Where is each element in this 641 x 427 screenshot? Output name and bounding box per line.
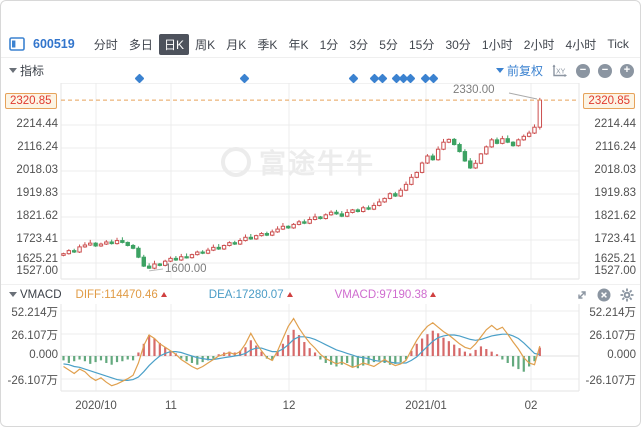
vmacd-axis-label: 52.214万 bbox=[589, 307, 636, 319]
price-axis-label: 2018.03 bbox=[16, 164, 58, 176]
tab-1小时[interactable]: 1小时 bbox=[481, 37, 513, 52]
low-price-annotation: 1600.00 bbox=[165, 263, 207, 275]
up-triangle-icon bbox=[430, 292, 437, 297]
price-axis-label: 2214.44 bbox=[594, 118, 636, 130]
tab-多日[interactable]: 多日 bbox=[128, 37, 153, 52]
tab-分时[interactable]: 分时 bbox=[93, 37, 118, 52]
vmacd-axis-label: 26.107万 bbox=[589, 330, 636, 342]
zoom-out-icon[interactable]: − bbox=[598, 63, 612, 78]
tab-4小时[interactable]: 4小时 bbox=[565, 37, 597, 52]
price-axis-label: 2214.44 bbox=[16, 118, 58, 130]
time-axis-label: 2020/10 bbox=[75, 400, 117, 412]
tab-1分[interactable]: 1分 bbox=[319, 37, 339, 52]
price-axis-label: 1919.83 bbox=[594, 187, 636, 199]
vmacd-axis-label: 0.000 bbox=[607, 349, 636, 361]
price-axis-label: 1723.41 bbox=[594, 233, 636, 245]
tab-季K[interactable]: 季K bbox=[257, 37, 278, 52]
futu-bull-logo bbox=[221, 146, 251, 177]
vmacd-header: VMACD DIFF:114470.46 DEA:17280.07 VMACD:… bbox=[1, 284, 640, 304]
price-axis-label: 1527.00 bbox=[16, 265, 58, 277]
tab-5分[interactable]: 5分 bbox=[379, 37, 398, 52]
tab-月K[interactable]: 月K bbox=[226, 37, 247, 52]
vmacd-histogram bbox=[62, 329, 541, 372]
time-axis-label: 2021/01 bbox=[405, 400, 447, 412]
tab-3分[interactable]: 3分 bbox=[349, 37, 369, 52]
axis-settings-icon[interactable]: XY bbox=[551, 64, 568, 78]
vmacd-axis-label: 52.214万 bbox=[11, 307, 58, 319]
tab-30分[interactable]: 30分 bbox=[445, 37, 471, 52]
up-triangle-icon bbox=[286, 292, 293, 297]
stock-code[interactable]: 600519 bbox=[33, 37, 75, 51]
high-price-annotation: 2330.00 bbox=[453, 84, 495, 96]
watermark-logo: 富途牛牛 bbox=[221, 142, 375, 181]
tab-2小时[interactable]: 2小时 bbox=[523, 37, 555, 52]
time-axis-label: 02 bbox=[524, 400, 538, 412]
svg-text:XY: XY bbox=[556, 68, 566, 75]
zoom-in-icon[interactable]: + bbox=[620, 63, 634, 78]
toolbar: 600519 分时 多日 日K 周K 月K 季K 年K 1分 3分 5分 15分 30分 1小时 2小时 4… bbox=[1, 31, 640, 58]
vmacd-axis-label: 26.107万 bbox=[11, 330, 58, 342]
candlestick-chart[interactable] bbox=[1, 83, 641, 284]
last-price-badge-left: 2320.85 bbox=[5, 93, 57, 109]
low-annotation-leader bbox=[149, 268, 164, 272]
time-axis-label: 12 bbox=[282, 400, 296, 412]
price-axis-label: 1821.62 bbox=[16, 210, 58, 222]
price-axis-label: 1919.83 bbox=[16, 187, 58, 199]
price-axis-label: 1625.21 bbox=[16, 253, 58, 265]
close-indicator-icon[interactable] bbox=[597, 288, 611, 302]
last-price-badge-right: 2320.85 bbox=[583, 93, 635, 109]
tab-15分[interactable]: 15分 bbox=[408, 37, 435, 52]
tab-年K[interactable]: 年K bbox=[288, 37, 309, 52]
dea-line bbox=[63, 333, 540, 381]
indicator-label[interactable]: 指标 bbox=[20, 64, 45, 78]
price-axis-label: 2116.24 bbox=[595, 141, 636, 153]
indicator-bar: 指标 前复权 XY − − + bbox=[1, 58, 640, 83]
chevron-down-icon bbox=[9, 292, 17, 297]
price-axis-label: 1527.00 bbox=[594, 265, 636, 277]
zoom-out-icon[interactable]: − bbox=[576, 63, 590, 78]
adjust-mode-dropdown[interactable]: 前复权 bbox=[495, 62, 543, 79]
high-annotation-leader bbox=[508, 92, 538, 100]
diff-line bbox=[63, 317, 541, 387]
tab-周K[interactable]: 周K bbox=[195, 37, 216, 52]
dea-value: DEA:17280.07 bbox=[208, 288, 284, 301]
timeframe-tabs: 分时 多日 日K 周K 月K 季K 年K 1分 3分 5分 15分 30分 1小时 2小时 4小时 Tick bbox=[89, 33, 634, 55]
tab-Tick[interactable]: Tick bbox=[607, 37, 629, 51]
price-axis-label: 1821.62 bbox=[594, 210, 636, 222]
vmacd-value: VMACD:97190.38 bbox=[334, 288, 428, 301]
indicator-settings-gear-icon[interactable] bbox=[620, 288, 634, 302]
tab-日K[interactable]: 日K bbox=[158, 33, 189, 55]
vmacd-chart[interactable] bbox=[1, 304, 641, 394]
diff-value: DIFF:114470.46 bbox=[75, 288, 158, 301]
price-axis-label: 1625.21 bbox=[594, 253, 636, 265]
vmacd-axis-label: -26.107万 bbox=[7, 375, 58, 387]
chevron-down-icon bbox=[9, 68, 17, 73]
candles bbox=[61, 97, 543, 270]
price-axis-label: 2116.24 bbox=[17, 141, 58, 153]
chevron-down-icon bbox=[495, 68, 504, 73]
price-axis-label: 2018.03 bbox=[594, 164, 636, 176]
vmacd-axis-label: 0.000 bbox=[29, 349, 58, 361]
chart-panel-icon[interactable] bbox=[9, 37, 25, 51]
vmacd-axis-label: -26.107万 bbox=[585, 375, 636, 387]
expand-panel-icon[interactable] bbox=[576, 289, 588, 301]
time-axis-label: 11 bbox=[165, 400, 177, 412]
up-triangle-icon bbox=[160, 292, 167, 297]
vmacd-indicator-dropdown[interactable]: VMACD bbox=[9, 289, 62, 301]
price-axis-label: 1723.41 bbox=[16, 233, 58, 245]
